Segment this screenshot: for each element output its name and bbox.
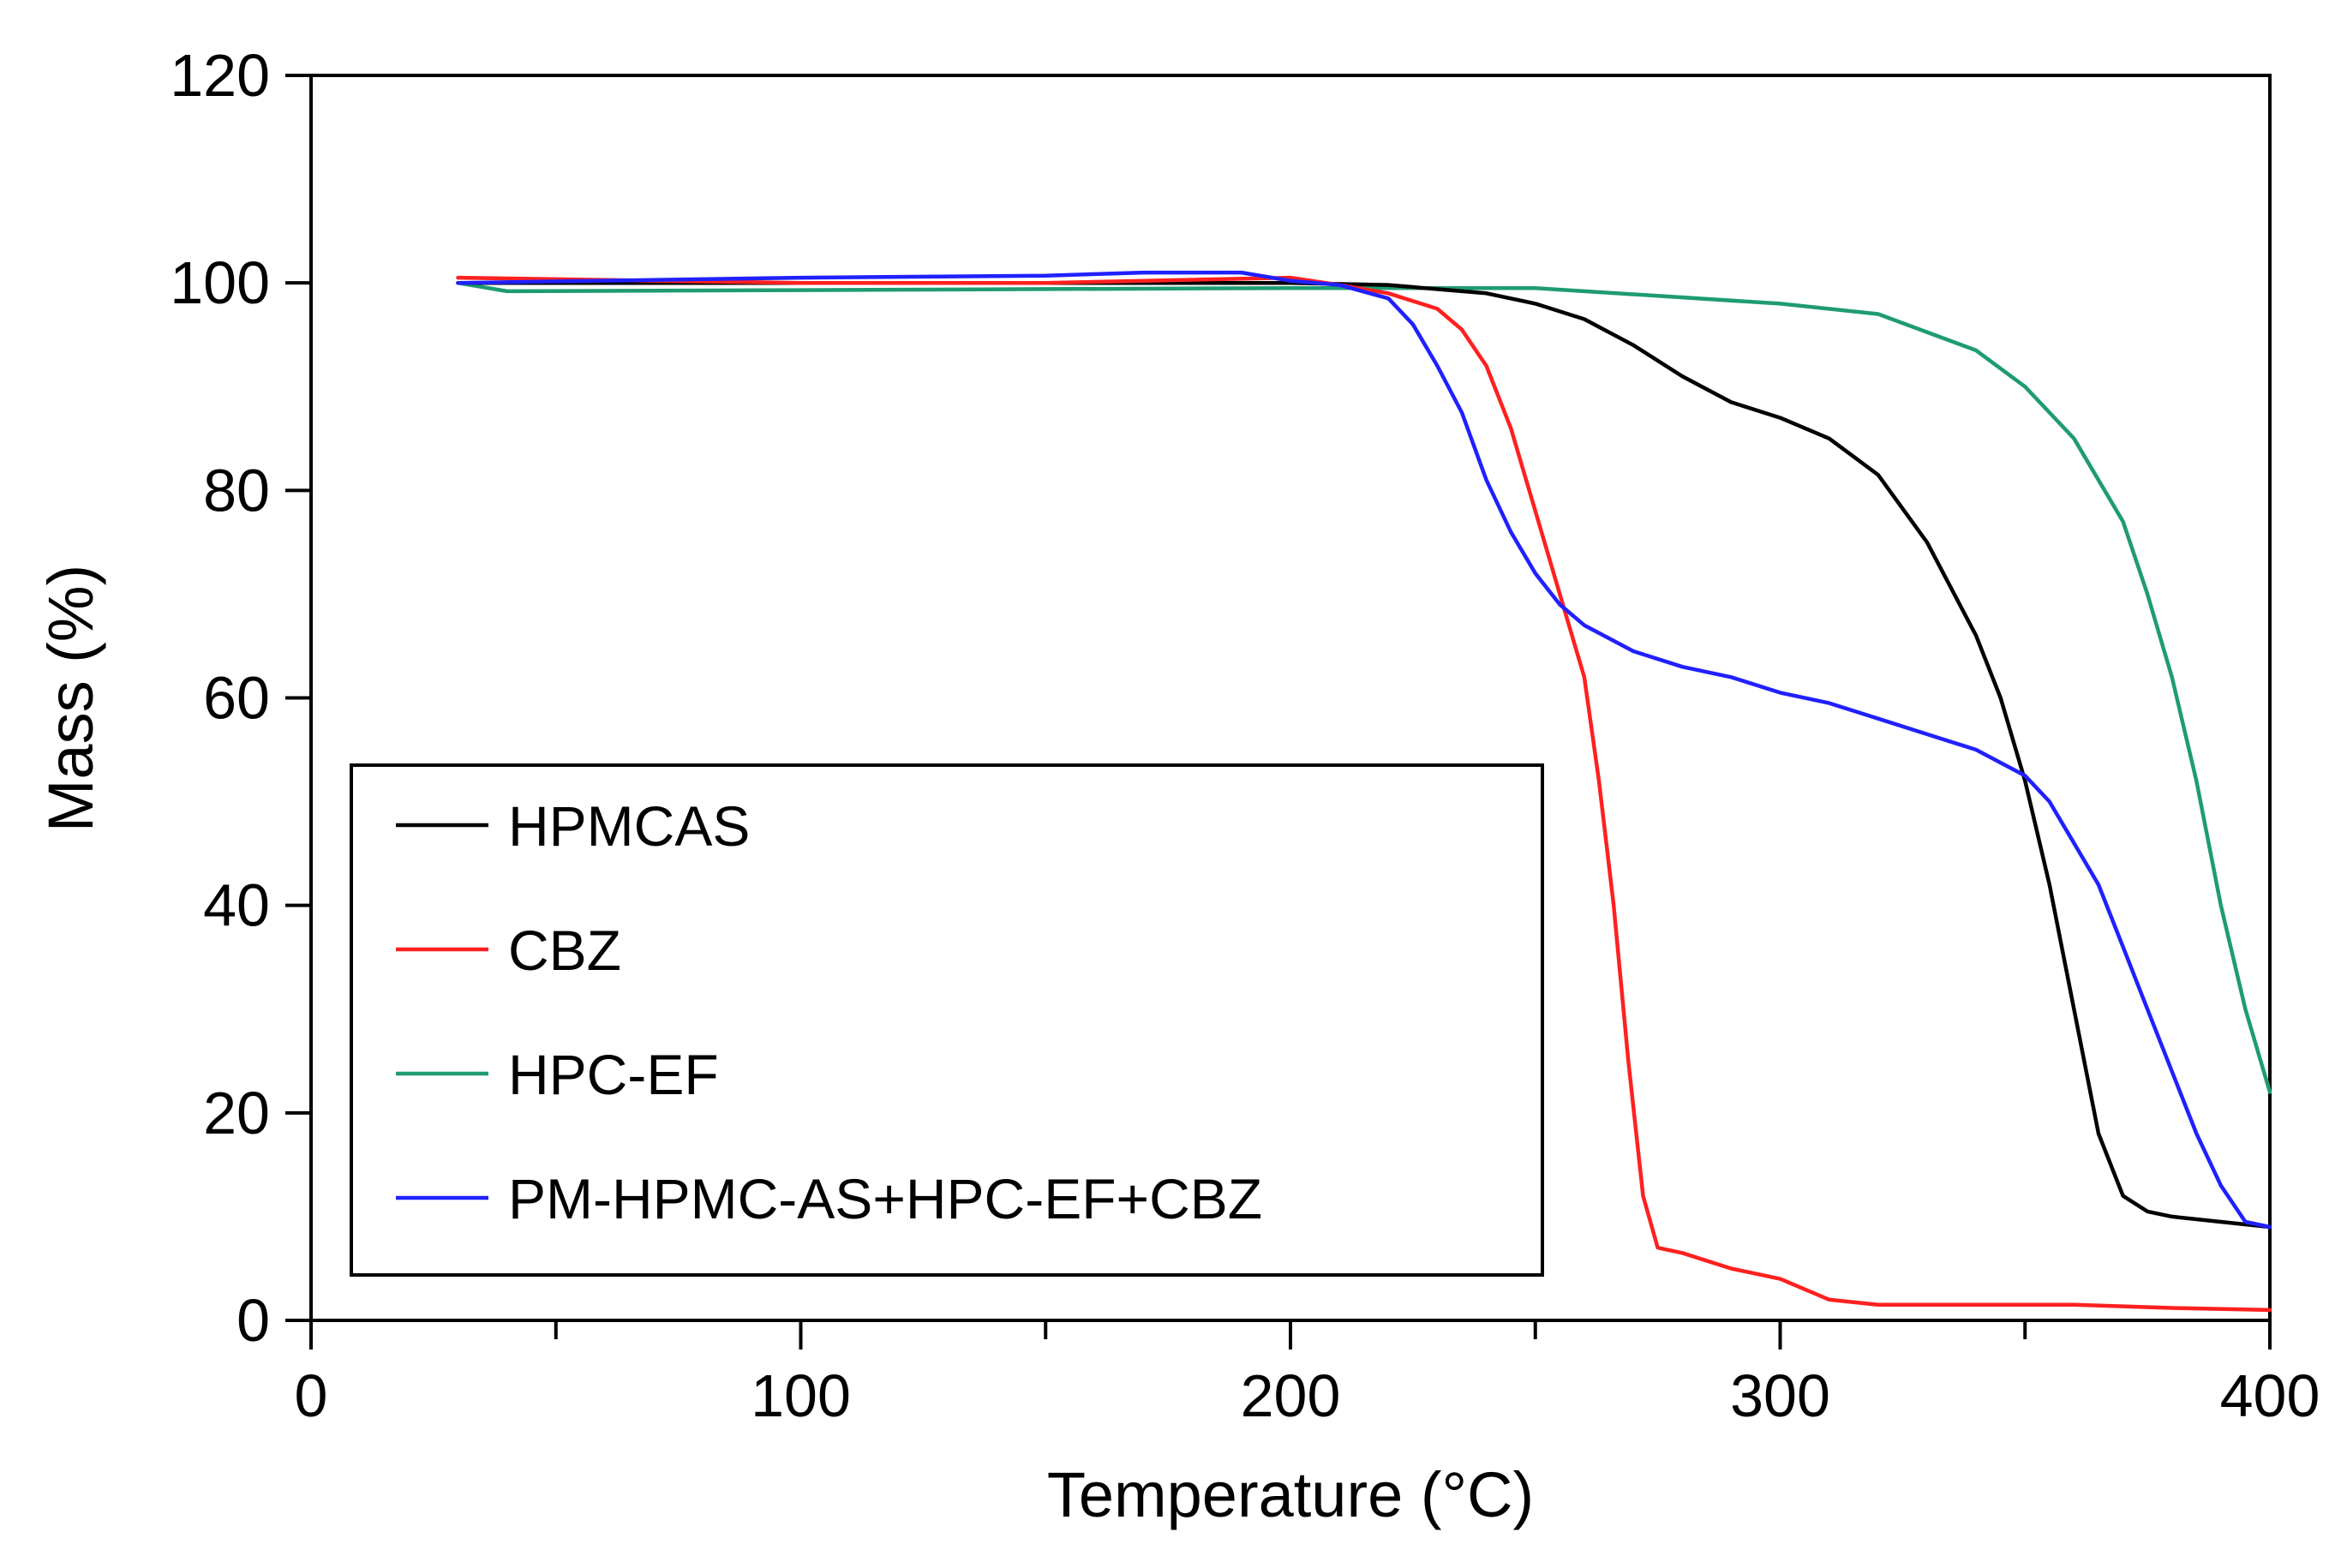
legend-label: PM-HPMC-AS+HPC-EF+CBZ — [508, 1167, 1262, 1230]
y-tick-label: 100 — [170, 249, 270, 316]
legend-label: CBZ — [508, 919, 621, 982]
y-tick-label: 80 — [203, 457, 270, 524]
x-tick-label: 0 — [295, 1362, 328, 1429]
y-tick-label: 60 — [203, 665, 270, 732]
y-tick-label: 20 — [203, 1080, 270, 1146]
series-layer — [456, 270, 2272, 1313]
legend-label: HPMCAS — [508, 794, 750, 858]
y-tick-label: 40 — [203, 872, 270, 939]
legend-label: HPC-EF — [508, 1043, 719, 1106]
x-tick-label: 300 — [1730, 1362, 1830, 1429]
x-axis-title: Temperature (°C) — [1047, 1459, 1534, 1530]
series-line-pm-hpmc-as-hpc-ef-cbz — [456, 270, 2272, 1230]
y-tick-label: 0 — [236, 1287, 270, 1354]
series-line-hpc-ef — [456, 280, 2272, 1094]
x-tick-label: 200 — [1241, 1362, 1341, 1429]
axes: 0 20 40 60 80 100 120 0 100 200 300 400 — [170, 42, 2320, 1429]
x-tick-label: 100 — [751, 1362, 851, 1429]
legend: HPMCAS CBZ HPC-EF PM-HPMC-AS+HPC-EF+CBZ — [350, 763, 1544, 1277]
y-axis-title: Mass (%) — [35, 565, 106, 832]
y-tick-label: 120 — [170, 42, 270, 109]
x-tick-label: 400 — [2220, 1362, 2320, 1429]
legend-box — [350, 763, 1544, 1277]
